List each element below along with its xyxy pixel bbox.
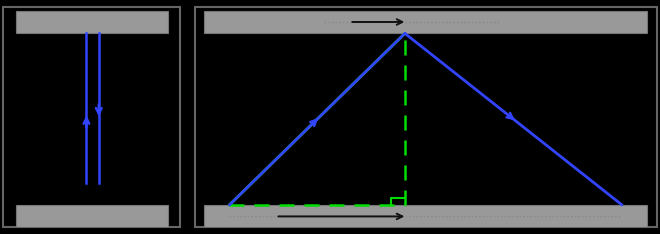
Bar [16,205,168,227]
Bar [204,205,647,227]
Bar [204,11,647,33]
Bar [16,11,168,33]
